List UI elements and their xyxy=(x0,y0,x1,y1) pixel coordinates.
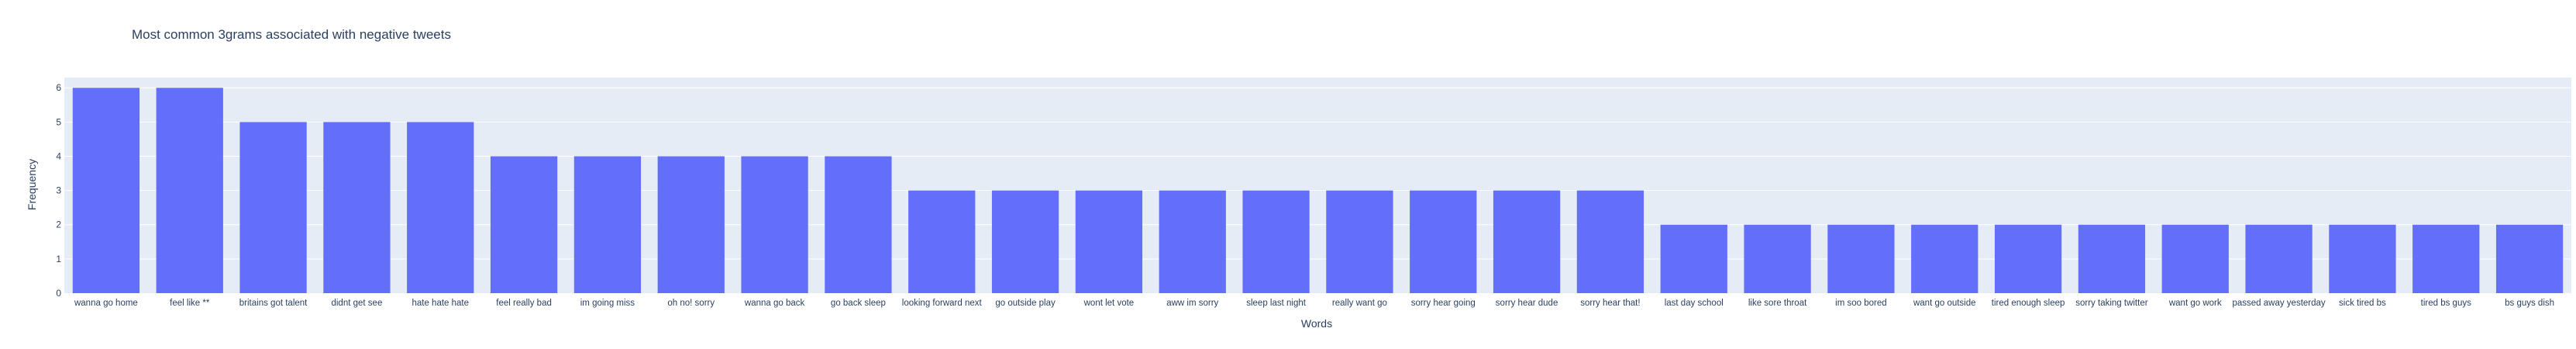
bar[interactable] xyxy=(1242,190,1310,293)
x-tick-label: sleep last night xyxy=(1246,299,1307,308)
bar[interactable] xyxy=(2329,224,2396,293)
bar[interactable] xyxy=(1994,224,2062,293)
bar[interactable] xyxy=(1827,224,1895,293)
bar[interactable] xyxy=(573,156,642,293)
y-tick-label: 4 xyxy=(56,150,61,161)
x-tick-label: want go outside xyxy=(1913,299,1976,308)
x-tick-label: im soo bored xyxy=(1835,299,1886,308)
x-axis-ticks: wanna go home feel like ** britains got ta… xyxy=(74,299,2554,308)
bar[interactable] xyxy=(2495,224,2564,293)
bar[interactable] xyxy=(991,190,1059,293)
x-tick-label: passed away yesterday xyxy=(2232,299,2325,308)
bar[interactable] xyxy=(1911,224,1978,293)
y-tick-label: 3 xyxy=(56,185,61,196)
x-tick-label: wont let vote xyxy=(1083,299,1135,308)
bar[interactable] xyxy=(156,88,223,293)
x-tick-label: feel like ** xyxy=(170,299,210,308)
bar[interactable] xyxy=(1576,190,1644,293)
x-tick-label: go outside play xyxy=(995,299,1056,308)
x-tick-label: sorry hear that! xyxy=(1580,299,1640,308)
x-tick-label: like sore throat xyxy=(1748,299,1807,308)
x-tick-label: looking forward next xyxy=(902,299,983,308)
bar[interactable] xyxy=(908,190,976,293)
y-axis-title: Frequency xyxy=(26,159,38,210)
bar[interactable] xyxy=(1410,190,1477,293)
x-tick-label: sorry taking twitter xyxy=(2075,299,2147,308)
bar[interactable] xyxy=(72,88,140,293)
bar[interactable] xyxy=(1075,190,1143,293)
y-tick-label: 6 xyxy=(56,82,61,93)
x-tick-label: sorry hear dude xyxy=(1496,299,1558,308)
x-axis-title: Words xyxy=(1301,317,1332,330)
x-tick-label: sick tired bs xyxy=(2339,299,2386,308)
bars xyxy=(72,88,2564,293)
bar[interactable] xyxy=(407,122,474,293)
gridlines xyxy=(64,87,2571,260)
bar[interactable] xyxy=(2412,224,2480,293)
x-tick-label: britains got talent xyxy=(239,299,308,308)
x-tick-label: feel really bad xyxy=(496,299,552,308)
bar[interactable] xyxy=(825,156,892,293)
x-tick-label: last day school xyxy=(1665,299,1724,308)
x-tick-label: wanna go home xyxy=(74,299,138,308)
x-tick-label: oh no! sorry xyxy=(667,299,715,308)
x-tick-label: im going miss xyxy=(580,299,635,308)
bar[interactable] xyxy=(1660,224,1727,293)
x-tick-label: go back sleep xyxy=(831,299,886,308)
bar[interactable] xyxy=(657,156,725,293)
bar[interactable] xyxy=(741,156,808,293)
y-tick-label: 5 xyxy=(56,116,61,127)
x-tick-label: wanna go back xyxy=(744,299,805,308)
x-tick-label: sorry hear going xyxy=(1411,299,1476,308)
bar[interactable] xyxy=(239,122,307,293)
y-tick-label: 2 xyxy=(56,219,61,230)
x-tick-label: really want go xyxy=(1332,299,1387,308)
bar[interactable] xyxy=(490,156,558,293)
chart-title: Most common 3grams associated with negat… xyxy=(132,27,451,42)
bar[interactable] xyxy=(2245,224,2313,293)
x-tick-label: tired bs guys xyxy=(2421,299,2471,308)
y-tick-label: 0 xyxy=(56,288,61,299)
x-tick-label: hate hate hate xyxy=(412,299,469,308)
bar[interactable] xyxy=(1493,190,1561,293)
x-tick-label: want go work xyxy=(2168,299,2222,308)
bar[interactable] xyxy=(323,122,391,293)
y-axis-ticks: 0 1 2 3 4 5 6 xyxy=(56,82,61,299)
bar[interactable] xyxy=(1159,190,1226,293)
bar[interactable] xyxy=(1744,224,1811,293)
x-tick-label: tired enough sleep xyxy=(1992,299,2065,308)
x-tick-label: aww im sorry xyxy=(1166,299,1218,308)
plot-area xyxy=(64,78,2571,293)
bar[interactable] xyxy=(1326,190,1393,293)
x-tick-label: didnt get see xyxy=(331,299,382,308)
x-tick-label: bs guys dish xyxy=(2505,299,2554,308)
bar[interactable] xyxy=(2161,224,2229,293)
y-tick-label: 1 xyxy=(56,254,61,264)
bar[interactable] xyxy=(2078,224,2146,293)
